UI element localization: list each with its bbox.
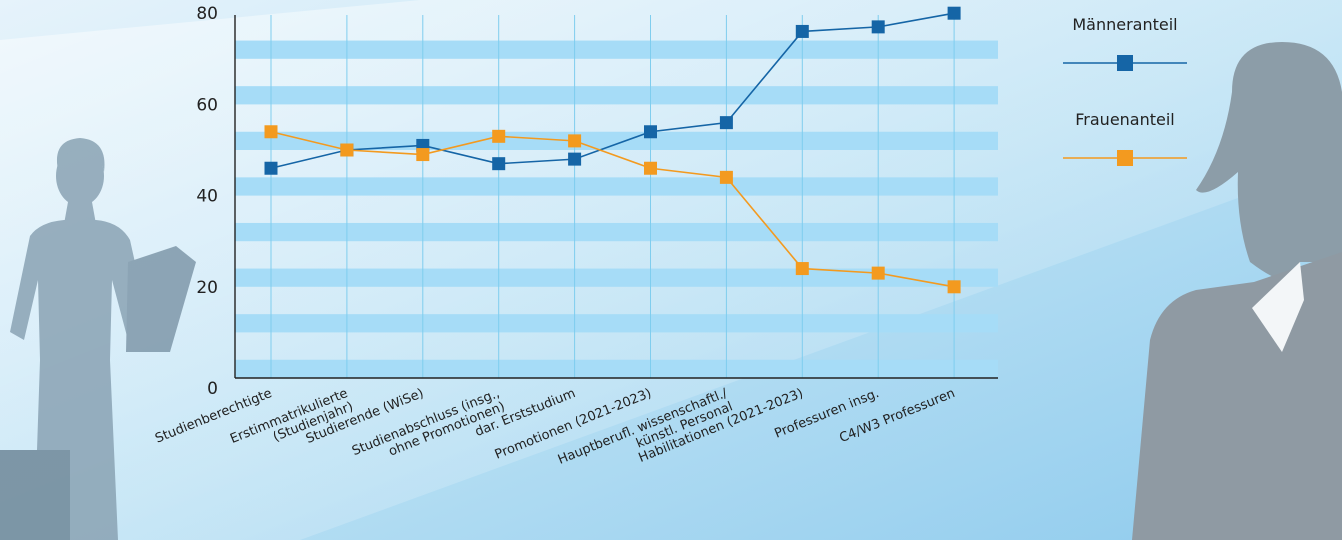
data-point: [264, 161, 278, 175]
data-point: [416, 148, 430, 162]
grid-stripe: [235, 222, 998, 242]
data-point: [795, 262, 809, 276]
data-point: [871, 266, 885, 280]
grid-stripe: [235, 314, 998, 333]
data-point: [340, 143, 354, 157]
data-point: [795, 24, 809, 38]
y-tick-label: 0: [207, 379, 218, 399]
data-point: [871, 20, 885, 34]
data-point: [719, 116, 733, 130]
grid-stripe: [235, 177, 998, 196]
y-tick-label: 40: [196, 187, 218, 207]
y-tick-label: 60: [196, 95, 218, 115]
grid-stripe: [235, 359, 998, 378]
legend-label: Männeranteil: [1072, 15, 1177, 34]
legend: Männeranteil Frauenanteil: [1063, 15, 1187, 166]
data-point: [644, 125, 657, 139]
series-line: [270, 12, 955, 170]
data-point: [947, 280, 961, 294]
data-point: [492, 129, 506, 143]
data-point: [644, 161, 657, 175]
grid-stripe: [235, 86, 998, 105]
legend-marker: [1117, 150, 1133, 166]
data-point: [568, 134, 582, 148]
y-tick-label: 20: [196, 278, 218, 298]
y-tick-label: 80: [196, 4, 218, 24]
legend-marker: [1117, 55, 1133, 71]
woman-silhouette-right: [1132, 42, 1342, 540]
data-point: [719, 170, 733, 184]
data-point: [568, 152, 582, 166]
data-point: [947, 6, 961, 20]
grid-stripe: [235, 40, 998, 59]
legend-label: Frauenanteil: [1075, 110, 1175, 129]
data-point: [492, 157, 506, 171]
series-line: [270, 130, 955, 288]
data-point: [264, 125, 278, 139]
woman-silhouette-left: [0, 138, 196, 540]
